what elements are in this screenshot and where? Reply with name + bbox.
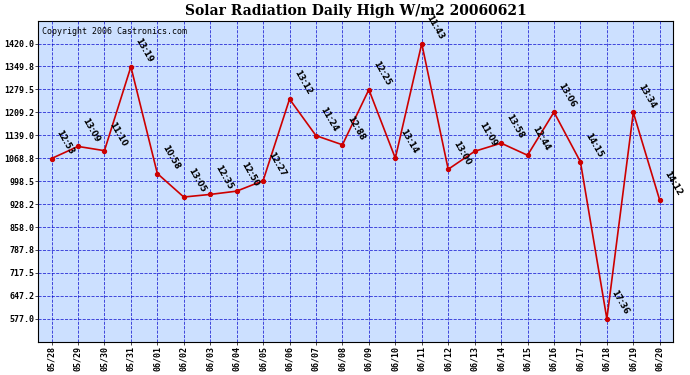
Point [72, 143, 83, 149]
Point [178, 194, 189, 200]
Text: 12:88: 12:88 [345, 114, 366, 142]
Text: 13:12: 13:12 [293, 69, 313, 96]
Point [522, 152, 533, 158]
Text: 13:00: 13:00 [451, 139, 472, 166]
Point [205, 191, 216, 197]
Text: 13:34: 13:34 [636, 82, 657, 110]
Text: 13:14: 13:14 [398, 128, 420, 155]
Point [231, 188, 242, 194]
Text: 11:10: 11:10 [107, 120, 128, 148]
Title: Solar Radiation Daily High W/m2 20060621: Solar Radiation Daily High W/m2 20060621 [185, 4, 526, 18]
Text: 12:27: 12:27 [266, 150, 287, 178]
Point [284, 96, 295, 102]
Text: 12:25: 12:25 [372, 59, 393, 87]
Text: 17:36: 17:36 [610, 288, 631, 316]
Text: 13:19: 13:19 [134, 36, 155, 64]
Text: Copyright 2006 Castronics.com: Copyright 2006 Castronics.com [41, 27, 186, 36]
Point [549, 109, 560, 115]
Text: 12:53: 12:53 [55, 128, 75, 156]
Point [126, 64, 137, 70]
Text: 14:12: 14:12 [662, 170, 684, 198]
Point [443, 166, 454, 172]
Point [628, 110, 639, 116]
Text: 13:05: 13:05 [186, 167, 208, 194]
Text: 13:58: 13:58 [504, 113, 525, 140]
Text: 12:35: 12:35 [213, 164, 234, 192]
Point [337, 142, 348, 148]
Point [654, 197, 665, 203]
Point [469, 148, 480, 154]
Point [310, 133, 322, 139]
Text: 12:50: 12:50 [239, 161, 261, 188]
Point [46, 156, 57, 162]
Text: 14:15: 14:15 [583, 131, 604, 159]
Text: 13:06: 13:06 [557, 82, 578, 110]
Point [257, 178, 268, 184]
Point [416, 40, 427, 46]
Point [602, 316, 613, 322]
Text: 11:24: 11:24 [319, 105, 340, 133]
Text: 10:58: 10:58 [160, 143, 181, 171]
Text: 13:09: 13:09 [81, 116, 102, 144]
Point [364, 87, 375, 93]
Point [575, 159, 586, 165]
Text: 12:44: 12:44 [531, 124, 551, 153]
Point [390, 155, 401, 161]
Point [99, 148, 110, 154]
Text: 11:09: 11:09 [477, 121, 499, 148]
Point [152, 171, 163, 177]
Point [495, 140, 506, 146]
Text: 11:43: 11:43 [424, 13, 446, 41]
